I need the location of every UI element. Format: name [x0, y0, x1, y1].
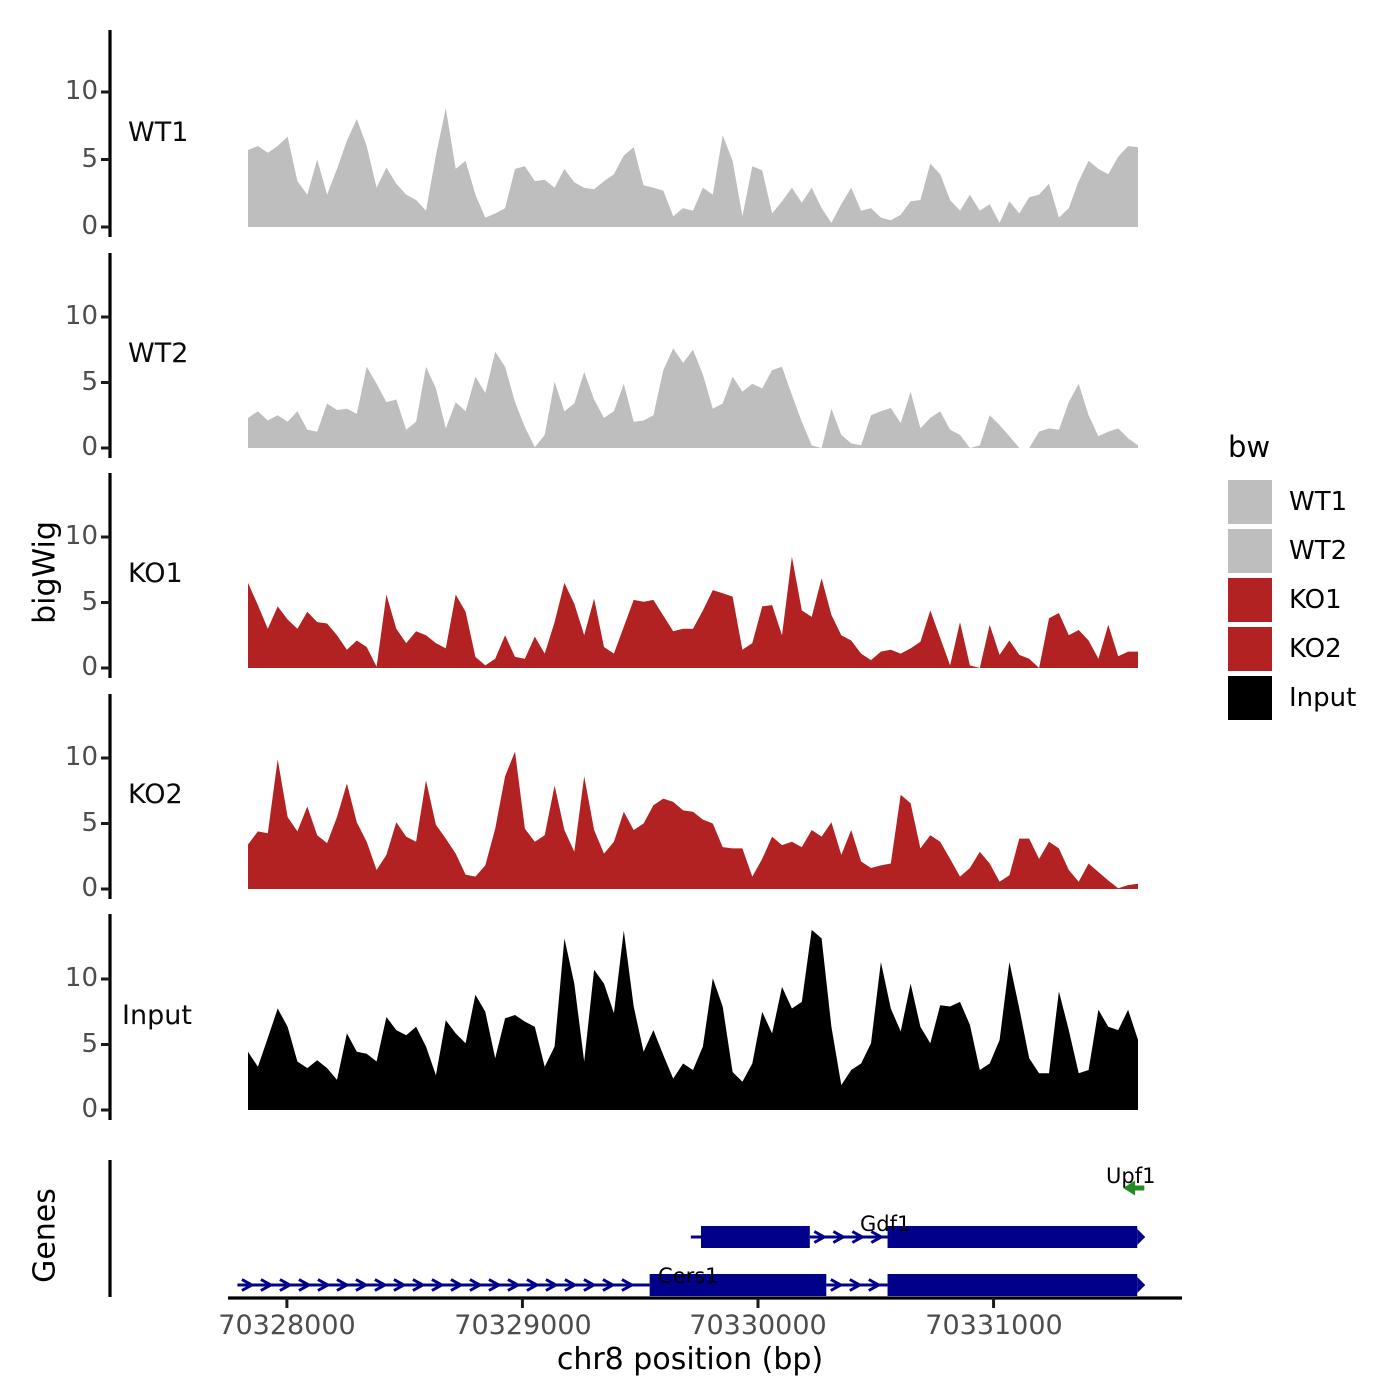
- coverage-area-wt1: [248, 108, 1138, 227]
- x-tick-70330000: 70330000: [689, 1310, 827, 1341]
- legend-entry-ko2: KO2: [1228, 627, 1398, 671]
- strand-arrow-icon: [583, 1278, 597, 1292]
- gene-exon-gdf1: [887, 1226, 1138, 1248]
- gene-arrow-head-left-icon: [1123, 1180, 1136, 1196]
- legend: bw WT1 WT2 KO1 KO2 Input: [1228, 430, 1398, 720]
- y-tick-label: 0: [81, 432, 98, 462]
- legend-entry-wt1: WT1: [1228, 480, 1398, 524]
- y-tick-label: 5: [81, 366, 98, 397]
- strand-arrow-icon: [813, 1230, 828, 1244]
- coverage-area-ko1: [248, 556, 1138, 668]
- y-tick-label: 5: [81, 1028, 98, 1059]
- gene-end-tip-icon: [1137, 1277, 1146, 1293]
- strand-arrow-icon: [849, 1278, 863, 1292]
- legend-swatch-ko2: [1228, 627, 1272, 671]
- track-label-input: Input: [122, 1000, 192, 1031]
- strand-arrow-icon: [355, 1278, 369, 1292]
- y-tick-label: 5: [81, 586, 98, 617]
- coverage-area-ko2: [248, 751, 1138, 889]
- strand-arrow-icon: [469, 1278, 483, 1292]
- gene-label-upf1: Upf1: [1106, 1164, 1156, 1188]
- strand-arrow-icon: [564, 1278, 578, 1292]
- y-tick-label: 0: [81, 652, 98, 682]
- strand-arrow-icon: [851, 1230, 866, 1244]
- strand-arrow-icon: [241, 1278, 255, 1292]
- strand-arrow-icon: [279, 1278, 293, 1292]
- strand-arrow-icon: [488, 1278, 502, 1292]
- strand-arrow-icon: [260, 1278, 274, 1292]
- x-tick-70328000: 70328000: [218, 1310, 356, 1341]
- legend-entry-ko1: KO1: [1228, 578, 1398, 622]
- legend-swatch-ko1: [1228, 578, 1272, 622]
- strand-arrow-icon: [526, 1278, 540, 1292]
- y-axis-title-bigwig: bigWig: [27, 521, 63, 624]
- y-tick-label: 10: [64, 301, 98, 331]
- strand-arrow-icon: [830, 1278, 844, 1292]
- legend-entry-input: Input: [1228, 676, 1398, 720]
- legend-swatch-wt1: [1228, 480, 1272, 524]
- y-tick-label: 10: [64, 742, 98, 772]
- strand-arrow-icon: [431, 1278, 445, 1292]
- strand-arrow-icon: [336, 1278, 350, 1292]
- strand-arrow-icon: [832, 1230, 847, 1244]
- strand-arrow-icon: [621, 1278, 635, 1292]
- gene-end-tip-icon: [1137, 1229, 1146, 1245]
- x-tick-70329000: 70329000: [454, 1310, 592, 1341]
- gene-exon-cers1: [887, 1274, 1138, 1296]
- strand-arrow-icon: [412, 1278, 426, 1292]
- strand-arrow-icon: [298, 1278, 312, 1292]
- x-tick-70331000: 70331000: [925, 1310, 1063, 1341]
- coverage-area-wt2: [248, 348, 1138, 448]
- x-axis-title: chr8 position (bp): [556, 1342, 824, 1377]
- strand-arrow-icon: [507, 1278, 521, 1292]
- y-tick-label: 0: [81, 873, 98, 903]
- legend-swatch-input: [1228, 676, 1272, 720]
- gene-exon-gdf1: [700, 1226, 810, 1248]
- strand-arrow-icon: [870, 1230, 885, 1244]
- y-tick-label: 5: [81, 807, 98, 838]
- gene-exon-cers1: [649, 1274, 827, 1296]
- strand-arrow-icon: [450, 1278, 464, 1292]
- legend-swatch-wt2: [1228, 529, 1272, 573]
- gene-label-cers1: Cers1: [658, 1264, 719, 1288]
- y-tick-label: 5: [81, 143, 98, 174]
- legend-entry-wt2: WT2: [1228, 529, 1398, 573]
- y-tick-label: 0: [81, 211, 98, 241]
- gene-label-gdf1: Gdf1: [860, 1212, 911, 1236]
- y-tick-label: 10: [64, 76, 98, 106]
- strand-arrow-icon: [374, 1278, 388, 1292]
- track-label-ko1: KO1: [128, 558, 183, 589]
- strand-arrow-icon: [868, 1278, 882, 1292]
- strand-arrow-icon: [602, 1278, 616, 1292]
- track-label-wt1: WT1: [128, 117, 189, 148]
- strand-arrow-icon: [545, 1278, 559, 1292]
- y-tick-label: 10: [64, 521, 98, 551]
- strand-arrow-icon: [393, 1278, 407, 1292]
- legend-title: bw: [1228, 430, 1271, 464]
- track-label-wt2: WT2: [128, 338, 189, 369]
- track-label-ko2: KO2: [128, 779, 183, 810]
- y-axis-title-genes: Genes: [27, 1188, 63, 1283]
- coverage-area-input: [248, 929, 1138, 1110]
- y-tick-label: 0: [81, 1094, 98, 1124]
- y-tick-label: 10: [64, 963, 98, 993]
- strand-arrow-icon: [317, 1278, 331, 1292]
